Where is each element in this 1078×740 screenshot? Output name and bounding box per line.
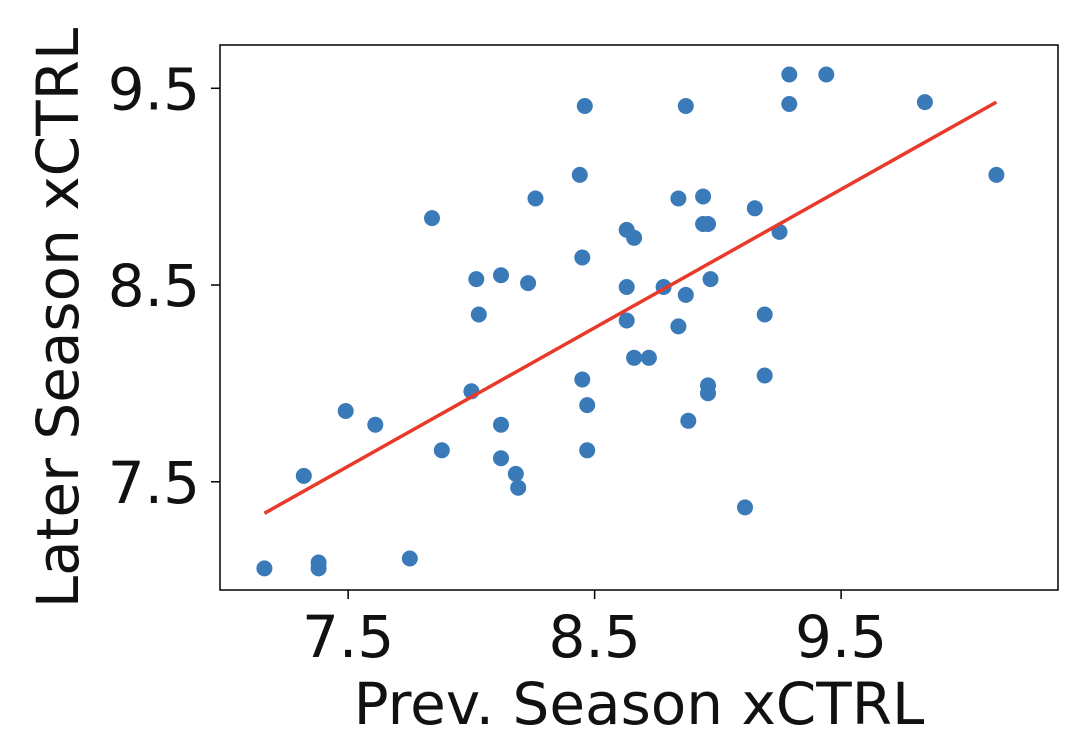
data-point-43 xyxy=(700,385,716,402)
data-point-9 xyxy=(433,442,450,459)
data-point-22 xyxy=(574,371,591,388)
data-point-5 xyxy=(337,403,354,419)
data-point-16 xyxy=(507,465,524,482)
data-point-29 xyxy=(626,229,643,246)
data-point-51 xyxy=(818,66,835,83)
data-point-36 xyxy=(677,286,694,303)
data-point-53 xyxy=(988,166,1005,183)
data-point-37 xyxy=(680,412,697,429)
data-point-15 xyxy=(493,450,509,467)
data-point-49 xyxy=(781,66,798,83)
x-tick-label: 9.5 xyxy=(795,603,887,671)
data-point-25 xyxy=(579,442,596,459)
regression-line xyxy=(263,100,998,515)
data-point-14 xyxy=(493,416,509,433)
data-point-30 xyxy=(626,349,643,366)
data-point-8 xyxy=(424,210,440,227)
data-point-46 xyxy=(756,306,773,323)
data-point-45 xyxy=(746,200,763,217)
y-tick-label: 8.5 xyxy=(108,252,200,320)
y-axis: 7.5 8.5 9.5 xyxy=(108,55,220,517)
data-point-33 xyxy=(670,190,687,207)
y-tick-label: 7.5 xyxy=(108,449,200,517)
data-point-2 xyxy=(295,467,312,484)
data-point-13 xyxy=(493,267,509,284)
data-point-17 xyxy=(510,479,527,496)
data-point-52 xyxy=(916,94,933,111)
data-point-1 xyxy=(256,560,273,577)
data-point-38 xyxy=(695,188,712,205)
data-point-50 xyxy=(781,96,798,112)
data-point-23 xyxy=(576,98,593,114)
y-axis-label: Later Season xCTRL xyxy=(24,28,92,608)
data-point-4 xyxy=(310,560,327,577)
plot-layer xyxy=(256,66,1005,577)
x-tick-label: 7.5 xyxy=(302,603,394,671)
data-point-12 xyxy=(470,306,487,323)
data-point-6 xyxy=(367,416,384,433)
x-axis-label: Prev. Season xCTRL xyxy=(354,670,925,738)
data-point-41 xyxy=(702,271,719,288)
data-point-28 xyxy=(618,312,635,329)
data-point-18 xyxy=(520,275,537,292)
data-point-31 xyxy=(640,349,657,366)
data-point-20 xyxy=(571,166,588,183)
x-axis: 7.5 8.5 9.5 xyxy=(302,590,887,671)
data-point-47 xyxy=(756,367,773,384)
data-point-40 xyxy=(700,216,716,232)
data-point-35 xyxy=(677,98,694,114)
y-tick-label: 9.5 xyxy=(108,55,200,123)
data-point-21 xyxy=(574,249,591,266)
data-point-24 xyxy=(579,397,596,414)
data-point-27 xyxy=(618,279,635,295)
data-point-7 xyxy=(401,550,418,567)
data-point-19 xyxy=(527,190,544,207)
x-tick-label: 8.5 xyxy=(549,603,641,671)
plot-frame xyxy=(219,44,1059,591)
data-point-11 xyxy=(468,271,485,288)
data-point-44 xyxy=(737,499,753,516)
data-point-34 xyxy=(670,318,687,335)
